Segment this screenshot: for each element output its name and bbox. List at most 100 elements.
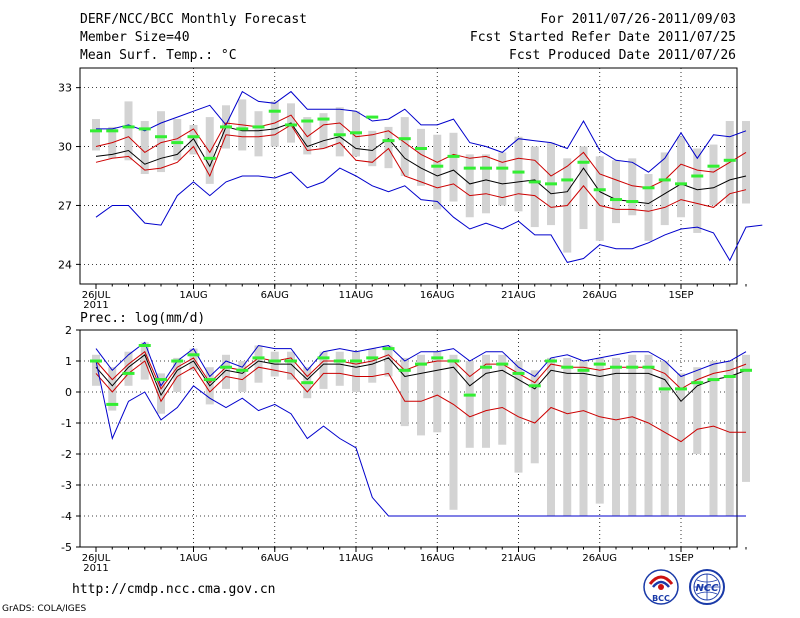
member-size: Member Size=40 — [80, 30, 190, 45]
temp-range-box — [595, 156, 604, 241]
prec-range-box — [693, 367, 702, 454]
prec-xtick-label: 26JUL — [82, 553, 111, 564]
prec-range-box — [644, 354, 653, 516]
temp-range-box — [205, 117, 214, 184]
prec-range-box — [482, 354, 490, 448]
prec-marker — [138, 344, 151, 347]
prec-range-box — [384, 345, 393, 377]
prec-xtick-label: 1SEP — [668, 553, 693, 564]
prec-range-box — [352, 351, 360, 392]
temp-ytick-label: 24 — [58, 258, 72, 271]
temp-marker — [610, 198, 622, 202]
prec-marker — [528, 384, 541, 388]
temp-range-box — [465, 154, 474, 218]
temp-marker — [252, 125, 265, 129]
prec-range-box — [579, 361, 588, 516]
bcc-logo-text: BCC — [652, 594, 670, 603]
prec-range-box — [173, 357, 182, 392]
temp-ytick-label: 30 — [58, 141, 72, 154]
temp-marker — [220, 125, 232, 129]
prec-range-box — [417, 354, 425, 436]
temp-ytick-label: 33 — [58, 82, 72, 95]
temp-range-box — [400, 117, 409, 176]
prec-line-mean_minus_sd — [95, 360, 746, 443]
temp-marker — [431, 164, 444, 168]
forecast-period: For 2011/07/26-2011/09/03 — [540, 12, 736, 27]
temp-xtick-label: 1SEP — [668, 290, 693, 301]
temp-marker — [626, 200, 639, 204]
temp-range-box — [514, 136, 523, 212]
prec-marker — [658, 387, 671, 391]
temp-marker — [155, 135, 167, 139]
temp-range-box — [173, 119, 182, 161]
prec-marker — [740, 368, 752, 372]
source-url[interactable]: http://cmdp.ncc.cma.gov.cn — [72, 582, 276, 597]
temp-xtick-label: 1AUG — [179, 290, 207, 301]
prec-marker — [285, 359, 297, 363]
temp-ytick-label: 27 — [58, 199, 72, 212]
temp-range-box — [644, 174, 653, 241]
temp-marker — [447, 154, 460, 158]
prec-range-box — [400, 357, 409, 427]
prec-marker — [90, 359, 102, 363]
prec-marker — [723, 375, 736, 378]
temp-range-box — [677, 136, 685, 218]
temp-range-box — [693, 148, 702, 233]
temp-range-box — [449, 132, 458, 202]
prec-range-box — [189, 348, 198, 371]
prec-marker — [707, 378, 720, 382]
temp-range-box — [92, 119, 100, 151]
temp-marker — [366, 115, 379, 119]
temp-marker — [317, 117, 330, 121]
prec-range-box — [92, 354, 100, 386]
prec-marker — [187, 353, 200, 357]
temp-frame — [79, 67, 738, 285]
prec-marker — [333, 359, 346, 363]
chart-title: DERF/NCC/BCC Monthly Forecast — [80, 12, 307, 27]
prec-panel-label: Prec.: log(mm/d) — [80, 311, 205, 326]
temp-marker — [138, 127, 151, 131]
temp-range-box — [270, 101, 279, 147]
prec-ytick-label: -2 — [61, 448, 72, 461]
temp-marker — [301, 119, 314, 123]
prec-marker — [122, 371, 135, 375]
temp-range-box — [628, 158, 637, 216]
temp-xtick-label: 11AUG — [339, 290, 374, 301]
temp-range-box — [742, 121, 750, 204]
start-date: Fcst Started Refer Date 2011/07/25 — [469, 30, 736, 45]
prec-ytick-label: 1 — [65, 355, 72, 368]
temp-range-box — [368, 130, 377, 167]
prec-range-box — [287, 351, 295, 380]
temp-marker — [658, 178, 671, 182]
produced-date: Fcst Produced Date 2011/07/26 — [509, 48, 736, 63]
temp-marker — [398, 137, 411, 141]
ncc-logo-icon: NCC — [689, 569, 725, 605]
temp-marker — [203, 156, 216, 160]
temp-marker — [236, 127, 249, 131]
temp-range-box — [140, 121, 149, 175]
temp-marker — [707, 164, 720, 168]
temp-range-box — [660, 152, 669, 226]
temp-marker — [528, 180, 541, 184]
prec-range-box — [238, 361, 247, 392]
prec-marker — [512, 371, 525, 375]
prec-marker — [480, 365, 492, 369]
temp-range-box — [498, 152, 507, 206]
temp-range-box — [579, 146, 588, 230]
prec-marker — [203, 378, 216, 382]
prec-xtick-label: 1AUG — [179, 553, 207, 564]
prec-range-box — [157, 373, 165, 414]
temp-range-box — [157, 111, 165, 173]
temp-range-box — [254, 111, 263, 157]
prec-marker — [366, 356, 379, 360]
temp-marker — [187, 135, 200, 139]
temp-marker — [382, 139, 395, 143]
prec-range-box — [628, 354, 637, 516]
temp-line-mean_plus_sd — [95, 114, 747, 189]
prec-range-box — [433, 351, 442, 433]
bcc-logo-icon: BCC — [643, 569, 679, 605]
temp-marker — [268, 109, 281, 113]
prec-xtick-label: 26AUG — [582, 553, 617, 564]
prec-ytick-label: 2 — [65, 324, 72, 337]
